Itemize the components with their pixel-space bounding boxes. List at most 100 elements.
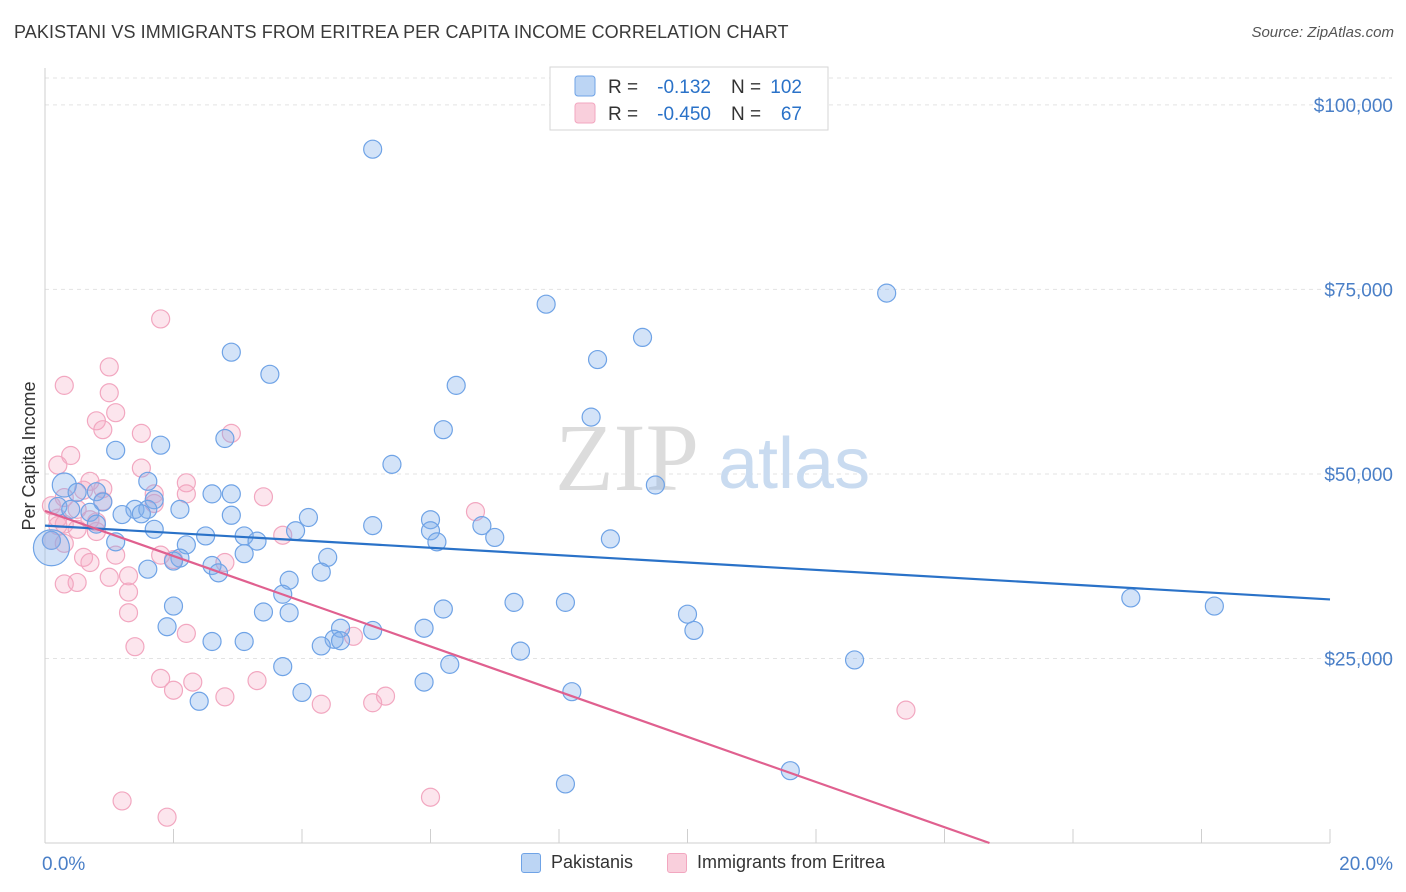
pakistanis-point (414, 618, 434, 638)
pakistanis-point (93, 492, 113, 512)
eritrea-point (151, 309, 171, 329)
pakistanis-point (138, 471, 158, 491)
eritrea-point (176, 623, 196, 643)
pakistanis-point (420, 521, 441, 541)
eritrea-point (118, 566, 139, 586)
legend-swatch-pakistanis (574, 75, 596, 97)
pakistanis-point (80, 502, 100, 522)
eritrea-point (215, 687, 235, 707)
pakistanis-point (382, 454, 402, 474)
pakistanis-point (363, 139, 383, 159)
legend-label-pakistanis: Pakistanis (550, 852, 633, 872)
pakistanis-point (41, 530, 62, 550)
pakistanis-point (504, 592, 524, 612)
pakistanis-point (51, 472, 77, 498)
pakistanis-point (234, 544, 254, 564)
pakistanis-point (632, 327, 653, 348)
eritrea-point (106, 403, 126, 423)
eritrea-point (73, 547, 94, 567)
pakistanis-point (485, 527, 505, 548)
legend-swatch-eritrea (574, 102, 596, 124)
x-tick-label-min: 0.0% (42, 854, 85, 875)
legend-n-value-1: 102 (770, 77, 802, 98)
pakistanis-point (1121, 588, 1141, 608)
eritrea-point (54, 375, 74, 395)
pakistanis-point (472, 516, 492, 536)
pakistanis-point (330, 631, 351, 651)
pakistanis-point (86, 482, 107, 502)
pakistanis-point (221, 505, 241, 525)
pakistanis-point (298, 507, 319, 528)
eritrea-point (311, 694, 331, 714)
watermark: ZIP atlas (555, 404, 870, 511)
eritrea-point (221, 423, 241, 443)
pakistanis-point (587, 349, 608, 370)
pakistanis-point (433, 599, 453, 619)
pakistanis-point (311, 562, 331, 582)
eritrea-point (99, 357, 119, 377)
pakistanis-point (311, 636, 331, 656)
pakistanis-point (279, 570, 299, 590)
legend-swatch-blue (520, 852, 541, 873)
y-tick-label: $50,000 (1324, 465, 1393, 486)
eritrea-point (118, 603, 139, 623)
eritrea-point (48, 455, 68, 475)
pakistanis-point (446, 375, 466, 395)
pakistanis-point (106, 440, 126, 460)
pakistanis-point (562, 682, 582, 702)
pakistanis-point (67, 482, 87, 503)
legend-r-label-1: R = (608, 77, 638, 98)
pakistanis-point (144, 490, 164, 510)
pakistanis-point (433, 420, 453, 440)
pakistanis-point (581, 407, 601, 427)
pakistanis-point (677, 604, 698, 624)
pakistanis-point (844, 650, 865, 670)
eritrea-point (247, 671, 267, 691)
pakistanis-point (221, 484, 241, 504)
pakistanis-point (189, 691, 209, 711)
eritrea-point (363, 693, 383, 713)
eritrea-point (176, 473, 196, 493)
legend-item-eritrea[interactable]: Immigrants from Eritrea (667, 852, 885, 873)
pakistanis-point (600, 529, 621, 549)
eritrea-point (61, 445, 81, 466)
pakistanis-point (285, 521, 306, 541)
pakistanis-point (131, 504, 151, 524)
eritrea-point (163, 680, 184, 700)
y-axis-label: Per Capita Income (19, 381, 39, 530)
grid-lines (45, 77, 1392, 659)
pakistanis-point (684, 620, 704, 641)
stats-legend: R = -0.132 N = 102 R = -0.450 N = 67 (549, 66, 829, 131)
pakistanis-point (170, 499, 190, 519)
pakistanis-point (202, 484, 222, 504)
legend-r-value-1: -0.132 (657, 77, 711, 98)
legend-r-value-2: -0.450 (657, 104, 711, 125)
series-legend: Pakistanis Immigrants from Eritrea (0, 852, 1406, 873)
eritrea-point (41, 496, 62, 516)
y-tick-labels: $25,000 $50,000 $75,000 $100,000 (1314, 96, 1393, 671)
legend-n-label-1: N = (731, 77, 761, 98)
eritrea-point (896, 700, 916, 720)
legend-item-pakistanis[interactable]: Pakistanis (520, 852, 633, 873)
eritrea-point (54, 574, 74, 594)
pakistanis-point (144, 519, 164, 539)
pakistanis-point (138, 559, 158, 579)
pakistanis-point (363, 620, 383, 641)
pakistanis-point (279, 603, 299, 623)
pakistanis-point (260, 364, 280, 384)
pakistanis-point (253, 602, 274, 622)
eritrea-point (112, 791, 132, 811)
pakistanis-point (555, 592, 576, 612)
pakistanis-point (420, 510, 441, 530)
y-tick-label: $75,000 (1324, 280, 1393, 301)
pakistanis-point (157, 617, 177, 637)
pakistanis-point (202, 631, 222, 652)
pakistanis-point (32, 529, 71, 567)
eritrea-point (80, 552, 100, 573)
chart-title: PAKISTANI VS IMMIGRANTS FROM ERITREA PER… (14, 22, 789, 42)
legend-swatch-pink (667, 852, 687, 873)
x-tick-label-max: 20.0% (1339, 854, 1393, 875)
pakistanis-point (1204, 596, 1224, 616)
pakistanis-point (414, 672, 434, 692)
